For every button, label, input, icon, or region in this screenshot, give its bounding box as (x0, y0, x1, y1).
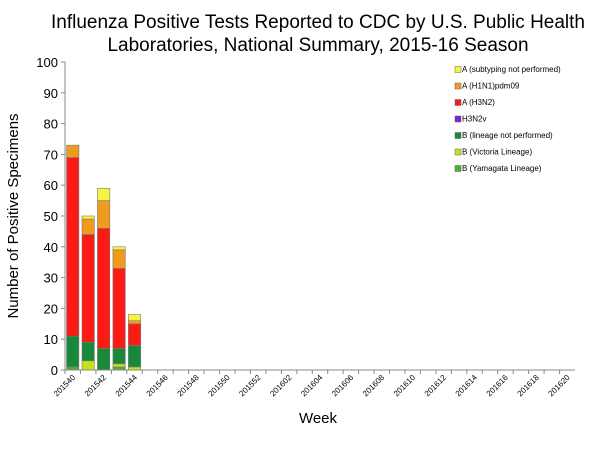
bar-segment (128, 314, 142, 322)
chart-title-line-1: Influenza Positive Tests Reported to CDC… (51, 12, 585, 33)
legend-swatch (454, 99, 462, 106)
x-tick-label: 201544 (114, 373, 140, 399)
bar-segment (81, 341, 95, 362)
bar-segment (128, 345, 142, 368)
legend-swatch (454, 148, 462, 156)
legend-label: A (H3N2) (462, 98, 495, 107)
chart-title-line-2: Laboratories, National Summary, 2015-16 … (107, 35, 528, 56)
legend: A (subtyping not performed) A (H1N1)pdm09… (454, 65, 561, 173)
y-tick-label: 60 (44, 178, 58, 193)
x-tick-label: 201608 (361, 373, 387, 399)
x-tick-label: 201620 (546, 373, 572, 399)
y-tick-label: 70 (44, 147, 58, 162)
bar-segment (128, 323, 142, 346)
bar-segment (81, 234, 95, 343)
x-tick-label: 201542 (83, 373, 109, 399)
x-tick-label: 201618 (516, 373, 542, 399)
y-tick-label: 100 (36, 55, 58, 70)
bar-segment (97, 228, 111, 349)
legend-label: A (H1N1)pdm09 (462, 82, 520, 91)
bar-segment (97, 187, 111, 201)
legend-swatch (454, 66, 462, 73)
x-tick-label: 201548 (176, 373, 202, 399)
bar-segment (97, 348, 111, 371)
bar-segment (112, 249, 126, 269)
bar-segment (81, 360, 95, 371)
x-tick-label: 201616 (485, 373, 511, 399)
legend-swatch (454, 165, 462, 172)
legend-label: B (Yamagata Lineage) (462, 164, 542, 173)
y-tick-label: 50 (44, 209, 58, 224)
y-tick-label: 10 (44, 332, 58, 347)
bar-segment (112, 348, 126, 365)
x-tick-label: 201612 (423, 373, 449, 399)
x-tick-label: 201552 (237, 373, 263, 399)
legend-label: A (subtyping not performed) (462, 65, 561, 74)
x-tick-label: 201604 (299, 373, 325, 399)
y-tick-label: 80 (44, 117, 58, 132)
y-tick-label: 0 (51, 363, 58, 378)
bar-segment (66, 157, 80, 337)
x-tick-label: 201550 (206, 373, 232, 399)
bar-segment (66, 335, 80, 368)
bar-segment (128, 320, 142, 325)
bar-segment (81, 215, 95, 220)
x-tick-label: 201546 (145, 373, 171, 399)
legend-swatch (454, 82, 462, 90)
legend-label: H3N2v (462, 115, 486, 124)
legend-label: B (lineage not performed) (462, 131, 553, 140)
bar-segment (112, 363, 126, 368)
bar-segment (112, 246, 126, 251)
legend-label: B (Victoria Lineage) (462, 148, 532, 157)
x-tick-label: 201610 (392, 373, 418, 399)
legend-swatch (454, 132, 462, 139)
x-tick-label: 201614 (454, 373, 480, 399)
bar-segment (81, 218, 95, 235)
bar-segment (66, 144, 80, 158)
y-tick-label: 90 (44, 86, 58, 101)
bar-segment (112, 268, 126, 349)
x-tick-label: 201602 (268, 373, 294, 399)
y-tick-label: 40 (44, 240, 58, 255)
x-axis-label: Week (299, 410, 338, 427)
x-tick-label: 201606 (330, 373, 356, 399)
y-tick-label: 30 (44, 271, 58, 286)
bar-segment (97, 200, 111, 229)
y-axis-label: Number of Positive Specimens (5, 113, 22, 318)
legend-swatch (454, 115, 462, 123)
y-tick-label: 20 (44, 301, 58, 316)
